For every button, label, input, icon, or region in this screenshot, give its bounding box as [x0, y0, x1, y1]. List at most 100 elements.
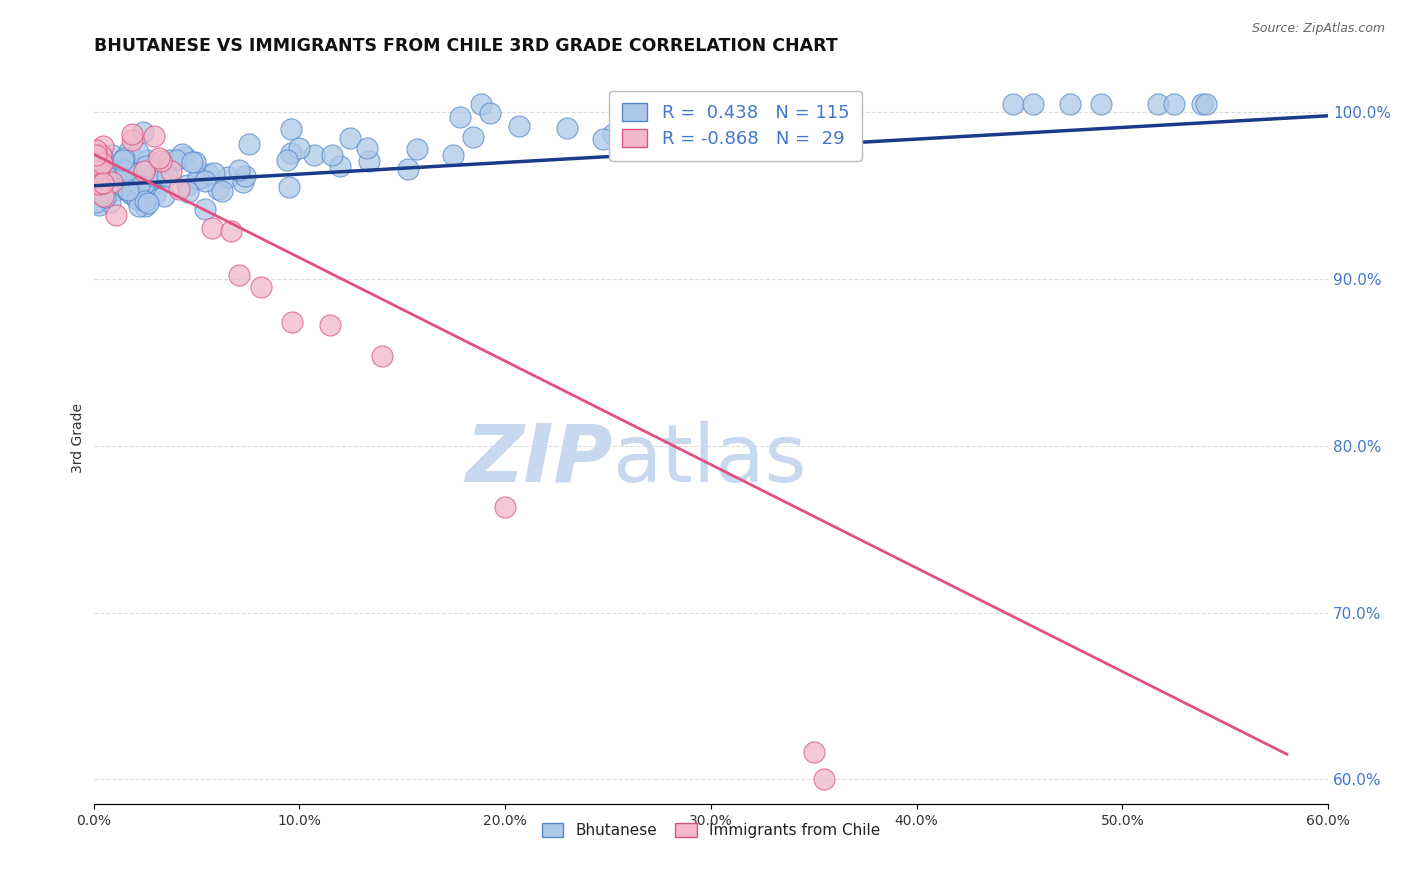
Point — [1059, 97, 1081, 112]
Point — [118, 145, 141, 159]
Point — [232, 175, 254, 189]
Point — [592, 131, 614, 145]
Point — [250, 280, 273, 294]
Point — [188, 171, 211, 186]
Point — [165, 153, 187, 167]
Point — [676, 139, 699, 153]
Point — [122, 176, 145, 190]
Point — [100, 176, 122, 190]
Point — [287, 141, 309, 155]
Point — [228, 268, 250, 283]
Point — [602, 127, 624, 141]
Point — [194, 202, 217, 217]
Point — [470, 97, 492, 112]
Point — [233, 169, 256, 183]
Point — [90, 148, 112, 162]
Point — [120, 186, 142, 201]
Point — [139, 161, 162, 176]
Point — [201, 221, 224, 235]
Point — [508, 119, 530, 133]
Point — [143, 167, 166, 181]
Point — [733, 97, 755, 112]
Point — [555, 120, 578, 135]
Point — [105, 208, 128, 222]
Text: atlas: atlas — [612, 420, 807, 499]
Point — [450, 110, 472, 124]
Point — [202, 166, 225, 180]
Point — [813, 772, 835, 787]
Point — [156, 169, 179, 183]
Point — [87, 162, 110, 177]
Point — [170, 147, 193, 161]
Point — [765, 104, 787, 119]
Point — [319, 318, 342, 333]
Point — [94, 169, 117, 183]
Point — [139, 178, 162, 192]
Legend: Bhutanese, Immigrants from Chile: Bhutanese, Immigrants from Chile — [536, 816, 886, 845]
Point — [104, 163, 127, 178]
Point — [479, 105, 502, 120]
Point — [115, 164, 138, 178]
Point — [217, 169, 239, 184]
Point — [152, 188, 174, 202]
Point — [160, 164, 183, 178]
Point — [136, 153, 159, 168]
Point — [84, 195, 107, 210]
Point — [127, 145, 149, 159]
Point — [136, 196, 159, 211]
Point — [134, 177, 156, 191]
Point — [665, 108, 688, 122]
Point — [678, 97, 700, 112]
Point — [219, 224, 242, 238]
Point — [134, 194, 156, 209]
Point — [207, 181, 229, 195]
Point — [157, 153, 180, 167]
Point — [679, 97, 702, 112]
Point — [276, 153, 298, 167]
Point — [441, 148, 464, 162]
Point — [146, 164, 169, 178]
Point — [173, 150, 195, 164]
Point — [108, 172, 131, 186]
Point — [127, 192, 149, 206]
Point — [91, 188, 114, 202]
Point — [806, 97, 828, 112]
Point — [176, 178, 198, 193]
Point — [112, 151, 135, 165]
Point — [197, 167, 219, 181]
Point — [405, 142, 427, 156]
Point — [114, 182, 136, 196]
Point — [725, 97, 748, 112]
Text: ZIP: ZIP — [465, 420, 612, 499]
Point — [104, 183, 127, 197]
Point — [148, 171, 170, 186]
Point — [688, 103, 710, 118]
Point — [1147, 97, 1170, 112]
Point — [370, 349, 392, 363]
Point — [359, 153, 381, 168]
Point — [121, 133, 143, 147]
Text: Source: ZipAtlas.com: Source: ZipAtlas.com — [1251, 22, 1385, 36]
Point — [461, 130, 484, 145]
Text: BHUTANESE VS IMMIGRANTS FROM CHILE 3RD GRADE CORRELATION CHART: BHUTANESE VS IMMIGRANTS FROM CHILE 3RD G… — [94, 37, 838, 55]
Point — [134, 199, 156, 213]
Point — [117, 183, 139, 197]
Point — [138, 173, 160, 187]
Point — [121, 186, 143, 200]
Point — [1022, 97, 1045, 112]
Point — [211, 184, 233, 198]
Point — [167, 182, 190, 196]
Point — [121, 166, 143, 180]
Point — [134, 164, 156, 178]
Point — [664, 117, 686, 131]
Point — [1191, 97, 1213, 112]
Point — [91, 177, 114, 191]
Point — [84, 153, 107, 167]
Point — [803, 745, 825, 759]
Point — [94, 170, 117, 185]
Point — [142, 128, 165, 143]
Point — [132, 186, 155, 201]
Point — [329, 159, 352, 173]
Point — [494, 500, 516, 514]
Point — [135, 159, 157, 173]
